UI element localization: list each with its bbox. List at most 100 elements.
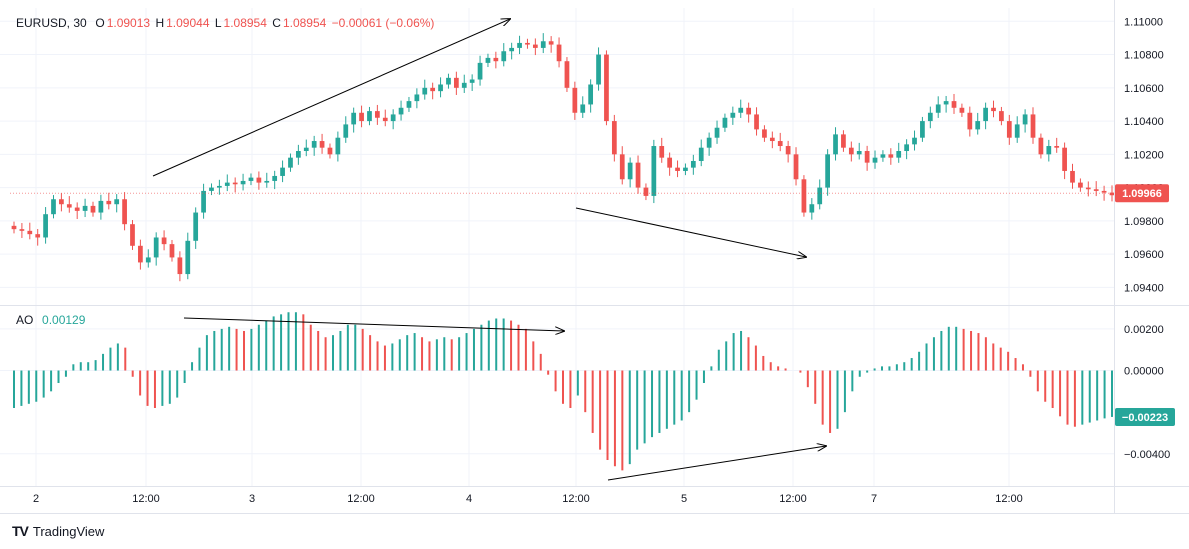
candle-body	[272, 175, 278, 181]
price-axis-tick-label: 1.09400	[1124, 282, 1164, 294]
trend-arrow	[183, 317, 564, 331]
candle-body	[722, 117, 728, 128]
ao-last-value-label: −0.00223	[1122, 412, 1168, 424]
last-price-badge	[1115, 184, 1169, 203]
candle-body	[382, 117, 388, 122]
candle-body	[651, 146, 657, 196]
candle-body	[327, 147, 333, 155]
trend-arrow	[607, 446, 826, 481]
candle-body	[161, 237, 167, 245]
ao-pane	[13, 312, 1113, 471]
candle-body	[754, 114, 759, 130]
candle-body	[572, 87, 578, 113]
legend-close: 1.08954	[282, 16, 327, 30]
candle-body	[240, 180, 246, 185]
legend-high: 1.09044	[166, 16, 210, 30]
candle-body	[904, 144, 909, 152]
candle-body	[943, 101, 949, 105]
candle-body	[469, 79, 475, 83]
candle-body	[525, 42, 530, 45]
candle-body	[509, 47, 515, 52]
candle-body	[611, 121, 617, 155]
grid-lines	[0, 8, 1114, 486]
candle-body	[280, 167, 285, 176]
time-axis-tick-label: 12:00	[995, 493, 1023, 505]
candle-body	[367, 111, 372, 122]
candle-body	[714, 127, 720, 138]
candle-body	[643, 187, 649, 196]
candle-body	[477, 62, 483, 80]
candle-body	[912, 137, 917, 145]
candle-body	[201, 190, 206, 213]
ao-last-value-badge	[1115, 407, 1175, 426]
price-axis-tick-label: 1.11000	[1124, 16, 1163, 28]
candle-body	[896, 151, 902, 158]
candle-body	[501, 51, 507, 62]
candle-body	[27, 230, 33, 235]
candle-body	[848, 147, 854, 155]
candle-body	[130, 224, 135, 246]
candle-body	[177, 257, 183, 275]
price-axis-tick-label: 1.10400	[1124, 116, 1164, 128]
candle-body	[991, 107, 996, 112]
candle-body	[1085, 187, 1091, 190]
candle-body	[517, 42, 522, 48]
candle-body	[438, 84, 443, 92]
candle-body	[311, 141, 317, 148]
candle-body	[414, 94, 420, 102]
candle-body	[217, 185, 222, 188]
time-axis-tick-label: 3	[249, 493, 255, 505]
candle-body	[888, 154, 894, 158]
candle-body	[983, 107, 988, 122]
candle-body	[951, 101, 957, 108]
candle-body	[580, 104, 586, 113]
candle-body	[343, 124, 349, 138]
candle-body	[833, 134, 838, 155]
candle-body	[825, 154, 830, 188]
candle-body	[1054, 146, 1060, 148]
candle-body	[359, 112, 364, 122]
ao-axis-tick-label: 0.00200	[1124, 324, 1164, 336]
candle-body	[667, 157, 673, 168]
candle-body	[864, 151, 870, 163]
candle-body	[169, 244, 175, 258]
legend-close-label: C	[272, 16, 281, 30]
legend-symbol[interactable]: EURUSD, 30	[16, 16, 87, 30]
candle-body	[185, 240, 191, 275]
candle-body	[777, 141, 783, 147]
candle-body	[548, 41, 554, 45]
tradingview-logo[interactable]: TV TradingView	[12, 523, 104, 539]
candle-body	[604, 54, 609, 122]
candle-body	[1109, 192, 1115, 196]
candle-body	[390, 114, 396, 122]
time-axis-tick-label: 12:00	[562, 493, 590, 505]
candle-body	[106, 200, 112, 205]
last-price-label: 1.09966	[1122, 188, 1162, 200]
candle-body	[422, 87, 428, 95]
price-axis-tick-label: 1.10600	[1124, 83, 1164, 95]
candle-body	[698, 147, 704, 161]
candle-body	[532, 44, 538, 48]
candle-body	[675, 167, 680, 171]
candle-body	[959, 107, 965, 113]
ao-legend-name[interactable]: AO	[16, 313, 34, 327]
candle-body	[627, 162, 633, 180]
price-axis-tick-label: 1.10800	[1124, 50, 1164, 62]
candle-body	[683, 167, 688, 171]
candle-body	[74, 207, 80, 211]
price-axis-tick-label: 1.10200	[1124, 149, 1164, 161]
candle-body	[493, 57, 499, 62]
candle-body	[975, 121, 981, 130]
legend-change: −0.00061 (−0.06%)	[331, 16, 435, 30]
candle-body	[153, 237, 159, 258]
candle-body	[746, 107, 752, 115]
candle-body	[556, 44, 562, 62]
time-axis-tick-label: 12:00	[132, 493, 160, 505]
candle-body	[1078, 182, 1083, 188]
candle-body	[446, 77, 451, 85]
candle-body	[43, 214, 48, 238]
candle-body	[264, 180, 270, 183]
